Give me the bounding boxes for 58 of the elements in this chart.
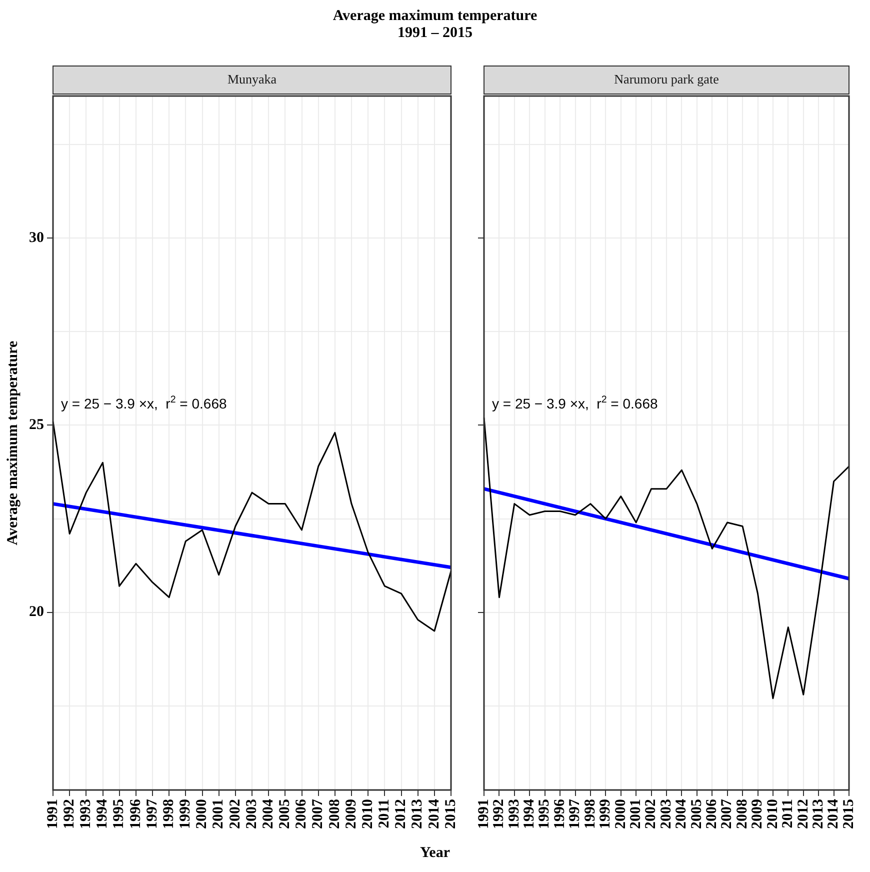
x-tick-label: 2010: [764, 799, 781, 829]
y-tick-label: 30: [29, 230, 44, 246]
x-tick-label: 1999: [178, 799, 194, 829]
x-tick-label: 1998: [160, 799, 177, 829]
x-tick-label: 2002: [227, 799, 244, 829]
x-tick-label: 2005: [688, 799, 705, 829]
x-tick-label: 1996: [128, 798, 144, 829]
x-tick-label: 2015: [442, 799, 459, 829]
x-tick-label: 2009: [750, 799, 766, 829]
x-tick-label: 1996: [552, 798, 568, 829]
x-tick-label: 2014: [826, 798, 842, 829]
x-tick-label: 1998: [582, 799, 598, 829]
x-tick-label: 1994: [94, 798, 111, 829]
x-tick-label: 1993: [78, 799, 94, 829]
x-tick-label: 2004: [260, 798, 276, 829]
x-tick-label: 2003: [244, 799, 260, 829]
x-tick-label: 2007: [719, 798, 736, 829]
x-tick-label: 2005: [277, 799, 294, 829]
x-tick-label: 1995: [536, 799, 553, 829]
x-tick-label: 2001: [210, 799, 227, 829]
x-tick-label: 2009: [343, 799, 360, 829]
y-tick-label: 25: [29, 417, 44, 434]
x-tick-label: 2006: [294, 798, 310, 829]
x-tick-label: 2011: [780, 799, 796, 828]
x-tick-label: 1997: [144, 798, 160, 829]
x-tick-label: 2000: [612, 799, 629, 829]
y-axis-title: Average maximum temperature: [4, 340, 21, 546]
chart-title: Average maximum temperature 1991 – 2015: [332, 8, 538, 42]
x-tick-label: 2008: [734, 799, 750, 829]
x-tick-label: 1992: [61, 799, 78, 829]
x-tick-label: 2002: [643, 799, 660, 829]
chart-subtitle: Munyaka: [227, 71, 277, 86]
x-tick-label: 2000: [194, 799, 210, 829]
y-tick-label: 20: [29, 604, 44, 620]
x-tick-label: 1991: [44, 799, 61, 829]
x-tick-label: 2015: [840, 799, 857, 829]
x-tick-label: 2010: [360, 799, 376, 829]
x-tick-label: 2013: [810, 799, 826, 829]
x-tick-label: 2007: [310, 798, 326, 829]
x-tick-label: 1992: [491, 799, 508, 829]
x-tick-label: 1999: [598, 799, 614, 829]
x-axis-title: Year: [419, 845, 451, 862]
x-tick-label: 2003: [658, 799, 674, 829]
x-tick-label: 1995: [111, 799, 128, 829]
x-tick-label: 1991: [476, 799, 492, 829]
x-tick-label: 1994: [522, 798, 538, 829]
x-tick-label: 2001: [628, 799, 644, 829]
x-tick-label: 2006: [704, 798, 720, 829]
x-tick-label: 1997: [567, 798, 584, 829]
x-tick-label: 2013: [410, 799, 426, 829]
chart-subtitle: Narumoru park gate: [614, 71, 720, 86]
x-tick-label: 2012: [795, 799, 812, 829]
x-tick-label: 2014: [426, 798, 442, 829]
x-tick-label: 1993: [506, 799, 522, 829]
x-tick-label: 2011: [376, 799, 393, 828]
x-tick-label: 2004: [674, 798, 690, 829]
x-tick-label: 2008: [326, 799, 343, 829]
x-tick-label: 2012: [393, 799, 410, 829]
